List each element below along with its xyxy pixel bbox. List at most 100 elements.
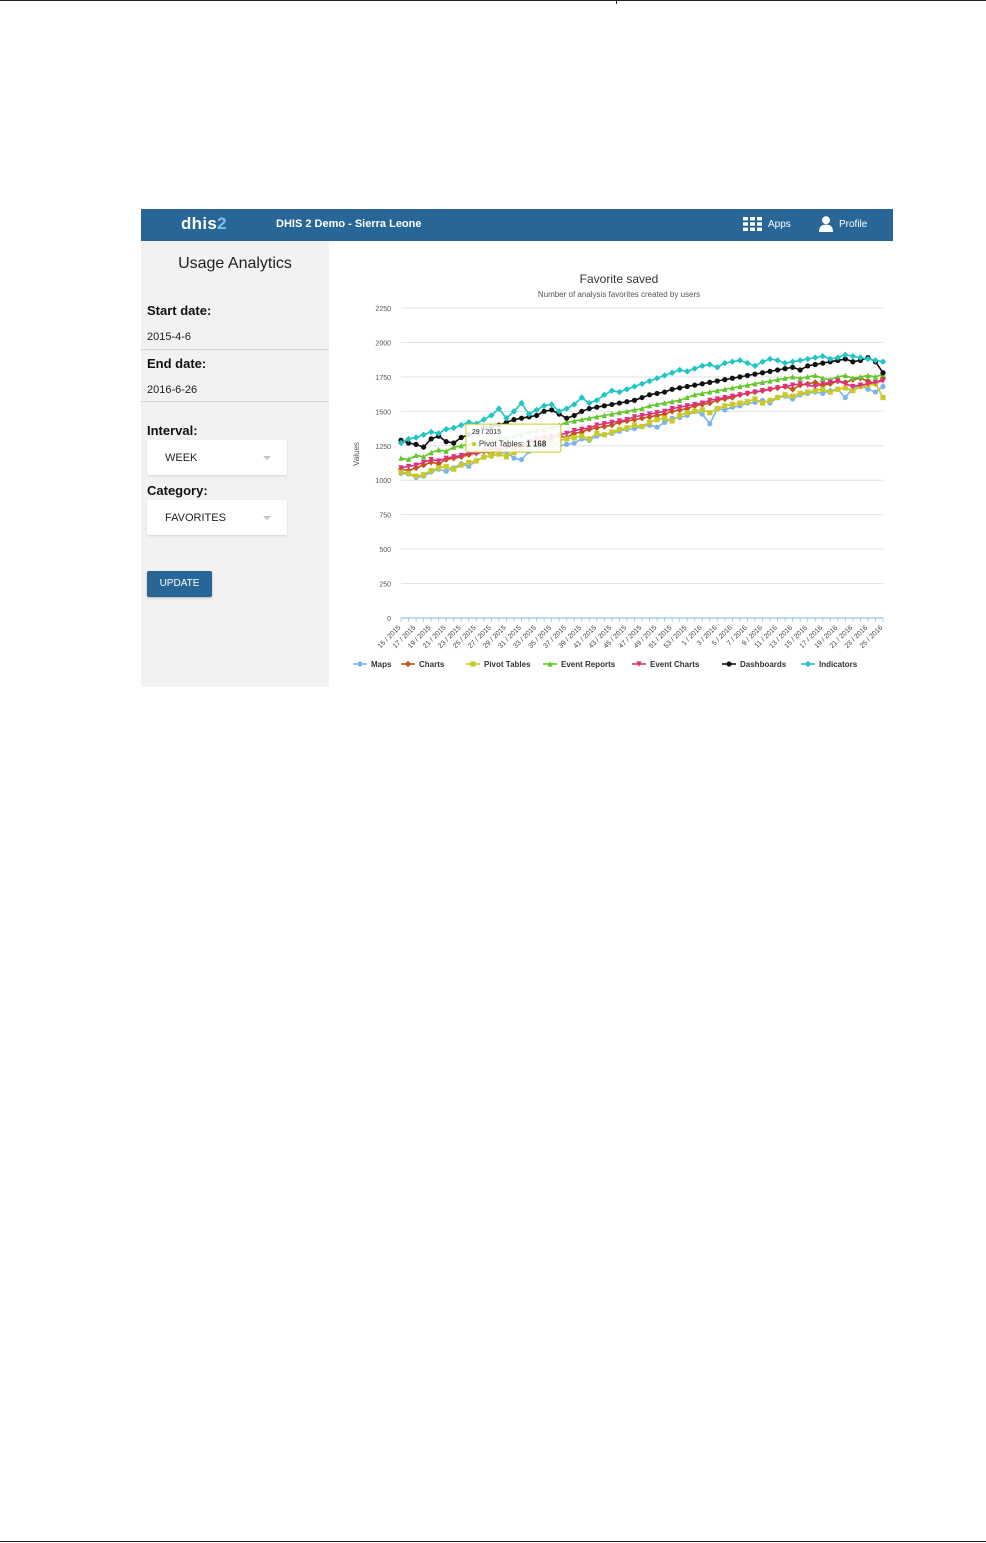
- data-point: [639, 405, 645, 412]
- data-point: [593, 397, 601, 404]
- data-point: [872, 389, 879, 395]
- profile-label: Profile: [839, 218, 868, 230]
- legend-item-dashboards[interactable]: Dashboards: [722, 660, 787, 669]
- sidebar-title: Usage Analytics: [178, 255, 292, 272]
- data-point: [850, 388, 856, 394]
- data-point: [540, 402, 548, 410]
- header-bar: dhis2 DHIS 2 Demo - Sierra Leone Apps Pr…: [141, 209, 893, 241]
- page-bottom-rule: [0, 1541, 986, 1542]
- apps-menu-button[interactable]: Apps: [743, 217, 791, 231]
- data-point: [609, 401, 615, 408]
- data-point: [503, 415, 510, 422]
- data-point: [812, 361, 818, 368]
- data-point: [782, 383, 788, 390]
- data-point: [661, 400, 668, 406]
- data-point: [668, 369, 676, 376]
- data-point: [405, 440, 412, 446]
- data-point: [722, 386, 728, 392]
- data-point: [722, 403, 728, 409]
- data-point: [842, 372, 848, 379]
- data-point: [654, 401, 660, 408]
- data-point: [684, 394, 690, 401]
- data-point: [774, 394, 781, 401]
- data-point: [578, 394, 585, 401]
- data-point: [541, 408, 547, 414]
- data-point: [804, 660, 812, 668]
- data-point: [669, 398, 675, 405]
- legend-item-event-charts[interactable]: Event Charts: [632, 660, 700, 669]
- legend-item-maps[interactable]: Maps: [353, 660, 392, 669]
- data-point: [707, 397, 713, 404]
- data-point: [707, 389, 713, 395]
- data-point: [639, 412, 645, 419]
- data-point: [820, 360, 826, 366]
- data-point: [707, 421, 713, 427]
- data-point: [428, 436, 434, 442]
- data-point: [420, 472, 427, 478]
- data-point: [442, 426, 450, 433]
- data-point: [782, 392, 788, 398]
- data-point: [518, 456, 525, 463]
- data-point: [805, 389, 811, 395]
- update-button[interactable]: UPDATE: [147, 571, 212, 597]
- data-point: [594, 430, 600, 436]
- data-point: [547, 661, 553, 667]
- data-point: [790, 382, 796, 389]
- data-point: [624, 425, 630, 431]
- data-point: [639, 423, 645, 430]
- legend-item-pivot-tables[interactable]: Pivot Tables: [466, 660, 531, 669]
- data-point: [782, 375, 788, 381]
- dhis2-logo[interactable]: dhis2: [181, 214, 227, 234]
- data-point: [579, 433, 585, 439]
- series-pivot-tables: [398, 381, 886, 479]
- data-point: [654, 410, 660, 416]
- data-point: [677, 404, 683, 411]
- data-point: [820, 390, 826, 397]
- data-point: [774, 376, 781, 383]
- legend-item-indicators[interactable]: Indicators: [801, 660, 858, 669]
- start-date-field[interactable]: 2015-4-6: [147, 331, 192, 343]
- data-point: [458, 462, 464, 468]
- data-point: [774, 357, 781, 364]
- data-point: [729, 401, 735, 408]
- data-point: [616, 426, 623, 432]
- data-point: [428, 449, 434, 456]
- data-point: [744, 390, 751, 397]
- data-point: [623, 386, 631, 393]
- data-point: [744, 399, 751, 405]
- data-point: [579, 426, 585, 433]
- legend-item-event-reports[interactable]: Event Reports: [543, 660, 616, 669]
- data-point: [601, 412, 607, 419]
- category-select-value: FAVORITES: [165, 512, 226, 524]
- interval-select[interactable]: WEEK: [147, 440, 287, 475]
- data-point: [797, 381, 803, 387]
- data-point: [827, 379, 833, 386]
- data-point: [661, 389, 668, 395]
- y-tick-label: 500: [379, 547, 391, 554]
- data-point: [571, 412, 577, 419]
- data-point: [564, 430, 570, 437]
- data-point: [699, 362, 706, 370]
- profile-menu-button[interactable]: Profile: [819, 216, 867, 232]
- data-point: [586, 399, 593, 407]
- data-point: [458, 434, 464, 441]
- data-point: [609, 419, 615, 426]
- data-point: [767, 397, 773, 403]
- data-point: [790, 373, 796, 380]
- legend-item-charts[interactable]: Charts: [401, 660, 445, 669]
- data-point: [759, 370, 766, 376]
- end-date-field[interactable]: 2016-6-26: [147, 384, 198, 396]
- legend-label: Event Reports: [561, 660, 616, 669]
- tooltip-value: 1 168: [526, 440, 547, 449]
- y-tick-label: 750: [379, 513, 391, 520]
- y-tick-label: 2250: [375, 306, 391, 313]
- data-point: [752, 371, 758, 377]
- data-point: [594, 422, 600, 429]
- data-point: [676, 366, 683, 374]
- data-point: [427, 428, 435, 436]
- data-point: [759, 379, 766, 385]
- data-point: [669, 405, 675, 412]
- category-select[interactable]: FAVORITES: [147, 500, 287, 535]
- data-point: [789, 358, 796, 365]
- data-point: [481, 454, 487, 460]
